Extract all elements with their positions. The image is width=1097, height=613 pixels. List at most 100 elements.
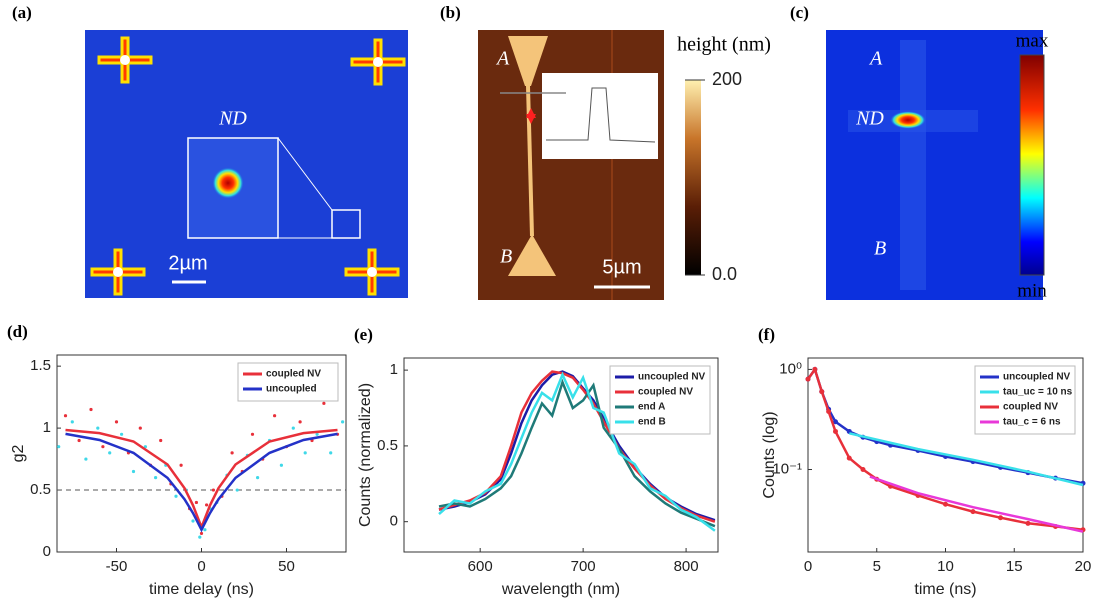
data-point bbox=[230, 451, 234, 455]
y-tick-label: 1 bbox=[43, 419, 51, 436]
data-marker bbox=[1025, 520, 1031, 526]
data-marker bbox=[805, 376, 811, 382]
data-marker bbox=[943, 501, 948, 507]
y-tick-label: 10⁰ bbox=[779, 360, 802, 377]
y-tick-label: 0.5 bbox=[30, 481, 51, 498]
data-point bbox=[77, 438, 81, 443]
data-point bbox=[114, 420, 119, 424]
x-tick-label: 600 bbox=[468, 558, 493, 575]
data-point bbox=[303, 451, 307, 455]
x-tick-label: 15 bbox=[1006, 558, 1023, 575]
y-tick-label: 1.5 bbox=[30, 357, 51, 374]
data-point bbox=[298, 420, 302, 424]
panel-label: (a) bbox=[12, 3, 32, 22]
colorbar-label: min bbox=[1017, 280, 1047, 301]
data-marker bbox=[826, 408, 832, 414]
x-tick-label: -50 bbox=[106, 558, 128, 575]
scale-bar-label: 2µm bbox=[168, 252, 207, 274]
colorbar bbox=[1019, 54, 1045, 276]
image bbox=[826, 30, 1043, 300]
legend-label: uncoupled NV bbox=[638, 372, 706, 383]
colorbar-tick-label: 0.0 bbox=[712, 264, 737, 284]
data-marker bbox=[812, 366, 818, 372]
data-point bbox=[273, 414, 277, 418]
y-tick-label: 0 bbox=[43, 543, 51, 560]
data-point bbox=[120, 432, 124, 436]
x-tick-label: 700 bbox=[571, 558, 596, 575]
data-point bbox=[131, 469, 136, 474]
data-point bbox=[205, 503, 209, 507]
data-point bbox=[211, 488, 215, 492]
colorbar-tick-label: 200 bbox=[712, 69, 742, 89]
colorbar bbox=[685, 80, 701, 275]
data-point bbox=[199, 531, 204, 536]
series-line bbox=[438, 378, 716, 528]
legend-label: tau_c = 6 ns bbox=[1003, 417, 1061, 428]
data-point bbox=[279, 463, 283, 467]
series-line bbox=[869, 475, 1084, 533]
data-point bbox=[138, 426, 142, 430]
data-point bbox=[63, 414, 68, 418]
data-point bbox=[84, 457, 88, 461]
x-tick-label: 10 bbox=[937, 558, 954, 575]
data-point bbox=[256, 476, 260, 480]
legend-label: coupled NV bbox=[266, 369, 321, 380]
x-axis-label: time delay (ns) bbox=[149, 581, 254, 598]
y-axis-label: Counts (log) bbox=[761, 411, 778, 498]
inset-label: ND bbox=[218, 108, 247, 130]
y-tick-label: 10⁻¹ bbox=[772, 460, 802, 477]
y-tick-label: 1 bbox=[390, 361, 398, 378]
data-point bbox=[329, 451, 333, 455]
legend-label: coupled NV bbox=[638, 387, 693, 398]
data-point bbox=[57, 445, 61, 449]
panel-label: (e) bbox=[354, 325, 373, 344]
data-point bbox=[191, 519, 195, 523]
data-point bbox=[235, 488, 239, 492]
y-axis-label: g2 bbox=[10, 445, 27, 463]
data-point bbox=[194, 500, 198, 505]
legend-label: tau_uc = 10 ns bbox=[1003, 387, 1073, 398]
data-point bbox=[341, 420, 345, 424]
legend-label: uncoupled NV bbox=[1003, 372, 1071, 383]
x-tick-label: 5 bbox=[873, 558, 881, 575]
x-tick-label: 0 bbox=[197, 558, 205, 575]
data-point bbox=[70, 420, 74, 424]
data-point bbox=[101, 445, 105, 449]
y-tick-label: 0 bbox=[390, 513, 398, 530]
x-tick-label: 50 bbox=[278, 558, 295, 575]
x-tick-label: 800 bbox=[674, 558, 699, 575]
y-tick-label: 0.5 bbox=[377, 437, 398, 454]
legend bbox=[237, 362, 339, 402]
data-point bbox=[198, 535, 202, 539]
data-marker bbox=[833, 419, 838, 425]
x-tick-label: 20 bbox=[1075, 558, 1092, 575]
data-point bbox=[315, 432, 319, 436]
data-marker bbox=[819, 389, 825, 395]
series-line bbox=[438, 371, 716, 532]
colorbar-title: height (nm) bbox=[677, 34, 771, 56]
data-point bbox=[89, 407, 93, 412]
colorbar-label: max bbox=[1016, 30, 1049, 51]
end-label: B bbox=[500, 246, 512, 268]
data-marker bbox=[846, 455, 852, 461]
panel-label: (d) bbox=[7, 322, 28, 341]
data-point bbox=[179, 463, 183, 467]
end-label: A bbox=[868, 48, 883, 70]
panel-label: (c) bbox=[790, 3, 809, 22]
x-axis-label: wavelength (nm) bbox=[501, 581, 620, 598]
data-point bbox=[322, 401, 326, 405]
data-point bbox=[250, 432, 255, 436]
y-axis-label: Counts (normalized) bbox=[357, 383, 374, 527]
series-line bbox=[806, 366, 1084, 532]
data-point bbox=[154, 476, 158, 480]
legend-label: uncoupled bbox=[266, 384, 317, 395]
end-label: B bbox=[874, 238, 886, 260]
series-line bbox=[65, 432, 338, 533]
end-label: A bbox=[495, 48, 510, 70]
panel-label: (b) bbox=[440, 3, 461, 22]
series-line bbox=[849, 432, 1084, 487]
legend-label: end B bbox=[638, 417, 666, 428]
data-point bbox=[203, 528, 207, 532]
data-point bbox=[108, 451, 112, 455]
